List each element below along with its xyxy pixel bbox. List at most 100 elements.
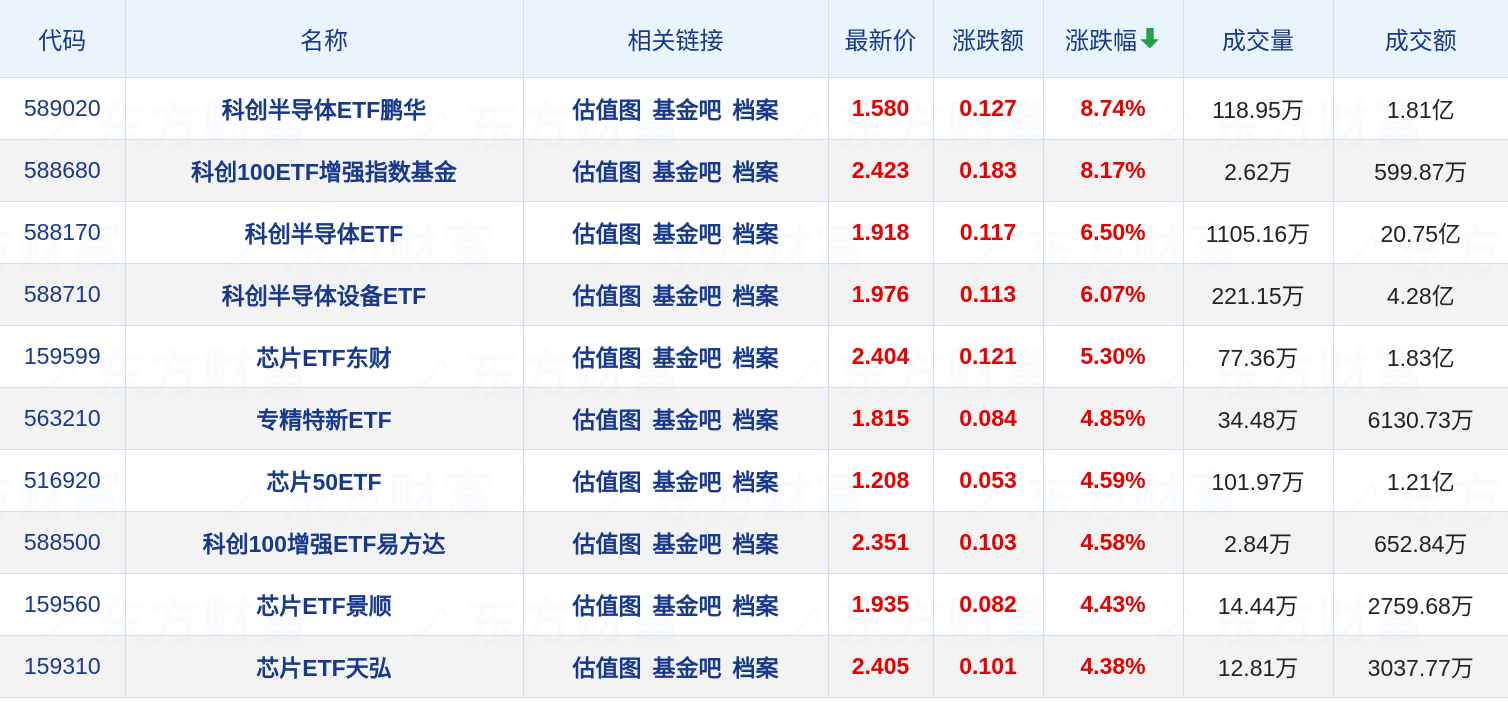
cell-code[interactable]: 159599 (0, 325, 126, 388)
cell-name[interactable]: 芯片ETF天弘 (125, 635, 524, 698)
link-基金吧[interactable]: 基金吧 (652, 531, 722, 557)
column-header-name[interactable]: 名称 (125, 0, 524, 78)
cell-pct: 4.38% (1043, 635, 1184, 698)
cell-amt: 20.75亿 (1333, 201, 1508, 264)
link-估值图[interactable]: 估值图 (572, 593, 642, 619)
column-header-label: 涨跌幅 (1065, 27, 1137, 55)
cell-vol: 14.44万 (1183, 573, 1334, 636)
column-header-chg[interactable]: 涨跌额 (933, 0, 1044, 78)
link-估值图[interactable]: 估值图 (572, 469, 642, 495)
cell-name[interactable]: 芯片ETF景顺 (125, 573, 524, 636)
table-row[interactable]: 159599 芯片ETF东财 估值图 基金吧 档案 2.404 0.121 5.30% 77.3… (0, 325, 1508, 388)
table-row[interactable]: 159560 芯片ETF景顺 估值图 基金吧 档案 1.935 0.082 4.43% 14.4… (0, 573, 1508, 636)
cell-amt: 1.21亿 (1333, 449, 1508, 512)
link-基金吧[interactable]: 基金吧 (652, 283, 722, 309)
link-估值图[interactable]: 估值图 (572, 531, 642, 557)
cell-vol: 2.62万 (1183, 139, 1334, 202)
table-row[interactable]: 588680 科创100ETF增强指数基金 估值图 基金吧 档案 2.423 0.183 8.… (0, 139, 1508, 202)
link-档案[interactable]: 档案 (732, 593, 779, 619)
cell-name[interactable]: 科创半导体ETF (125, 201, 524, 264)
link-基金吧[interactable]: 基金吧 (652, 159, 722, 185)
link-基金吧[interactable]: 基金吧 (652, 593, 722, 619)
column-header-price[interactable]: 最新价 (828, 0, 934, 78)
link-估值图[interactable]: 估值图 (572, 407, 642, 433)
table-row[interactable]: 159310 芯片ETF天弘 估值图 基金吧 档案 2.405 0.101 4.38% 12.8… (0, 635, 1508, 698)
cell-amt: 2759.68万 (1333, 573, 1508, 636)
link-基金吧[interactable]: 基金吧 (652, 345, 722, 371)
cell-pct: 4.58% (1043, 511, 1184, 574)
column-header-inner: 成交额 (1385, 21, 1457, 56)
cell-pct: 4.43% (1043, 573, 1184, 636)
cell-name[interactable]: 芯片ETF东财 (125, 325, 524, 388)
column-header-amt[interactable]: 成交额 (1333, 0, 1508, 78)
cell-chg: 0.117 (933, 201, 1044, 264)
cell-code[interactable]: 563210 (0, 387, 126, 450)
cell-name[interactable]: 芯片50ETF (125, 449, 524, 512)
cell-code[interactable]: 159560 (0, 573, 126, 636)
table-row[interactable]: 588710 科创半导体设备ETF 估值图 基金吧 档案 1.976 0.113 6.07% 2… (0, 263, 1508, 326)
link-基金吧[interactable]: 基金吧 (652, 655, 722, 681)
table-row[interactable]: 563210 专精特新ETF 估值图 基金吧 档案 1.815 0.084 4.85% 34.4… (0, 387, 1508, 450)
link-基金吧[interactable]: 基金吧 (652, 97, 722, 123)
link-档案[interactable]: 档案 (732, 221, 779, 247)
link-档案[interactable]: 档案 (732, 345, 779, 371)
column-header-label: 最新价 (844, 27, 917, 55)
column-header-label: 名称 (300, 27, 348, 55)
cell-chg: 0.183 (933, 139, 1044, 202)
link-档案[interactable]: 档案 (732, 655, 779, 681)
cell-chg: 0.121 (933, 325, 1044, 388)
cell-code[interactable]: 588500 (0, 511, 126, 574)
column-header-label: 涨跌额 (952, 27, 1024, 55)
cell-code[interactable]: 588170 (0, 201, 126, 264)
cell-code[interactable]: 159310 (0, 635, 126, 698)
column-header-pct[interactable]: 涨跌幅 (1043, 0, 1184, 78)
cell-price: 1.918 (828, 201, 934, 264)
cell-pct: 4.85% (1043, 387, 1184, 450)
cell-code[interactable]: 588710 (0, 263, 126, 326)
link-估值图[interactable]: 估值图 (572, 345, 642, 371)
link-档案[interactable]: 档案 (732, 407, 779, 433)
link-估值图[interactable]: 估值图 (572, 221, 642, 247)
cell-chg: 0.084 (933, 387, 1044, 450)
cell-related-links: 估值图 基金吧 档案 (523, 139, 829, 202)
cell-code[interactable]: 516920 (0, 449, 126, 512)
cell-pct: 6.07% (1043, 263, 1184, 326)
cell-price: 1.935 (828, 573, 934, 636)
cell-name[interactable]: 科创100ETF增强指数基金 (125, 139, 524, 202)
column-header-label: 代码 (38, 27, 87, 55)
table-row[interactable]: 588500 科创100增强ETF易方达 估值图 基金吧 档案 2.351 0.103 4.5… (0, 511, 1508, 574)
link-档案[interactable]: 档案 (732, 283, 779, 309)
link-估值图[interactable]: 估值图 (572, 655, 642, 681)
column-header-code[interactable]: 代码 (0, 0, 126, 78)
cell-amt: 599.87万 (1333, 139, 1508, 202)
link-档案[interactable]: 档案 (732, 159, 779, 185)
link-估值图[interactable]: 估值图 (572, 97, 642, 123)
table-row[interactable]: 588170 科创半导体ETF 估值图 基金吧 档案 1.918 0.117 6.50% 110… (0, 201, 1508, 264)
cell-vol: 12.81万 (1183, 635, 1334, 698)
link-档案[interactable]: 档案 (732, 531, 779, 557)
cell-name[interactable]: 科创100增强ETF易方达 (125, 511, 524, 574)
column-header-vol[interactable]: 成交量 (1183, 0, 1334, 78)
column-header-inner: 最新价 (845, 21, 917, 56)
cell-price: 1.976 (828, 263, 934, 326)
cell-name[interactable]: 专精特新ETF (125, 387, 524, 450)
link-估值图[interactable]: 估值图 (572, 159, 642, 185)
table-row[interactable]: 516920 芯片50ETF 估值图 基金吧 档案 1.208 0.053 4.59% 101.… (0, 449, 1508, 512)
link-档案[interactable]: 档案 (732, 97, 779, 123)
cell-chg: 0.053 (933, 449, 1044, 512)
link-估值图[interactable]: 估值图 (572, 283, 642, 309)
sort-desc-arrow-icon[interactable] (1139, 26, 1161, 50)
link-基金吧[interactable]: 基金吧 (652, 221, 722, 247)
cell-related-links: 估值图 基金吧 档案 (523, 77, 829, 140)
column-header-links[interactable]: 相关链接 (523, 0, 829, 78)
table-row[interactable]: 589020 科创半导体ETF鹏华 估值图 基金吧 档案 1.580 0.127 8.74% 1… (0, 77, 1508, 140)
cell-code[interactable]: 589020 (0, 77, 126, 140)
link-档案[interactable]: 档案 (732, 469, 779, 495)
link-基金吧[interactable]: 基金吧 (652, 469, 722, 495)
link-基金吧[interactable]: 基金吧 (652, 407, 722, 433)
cell-name[interactable]: 科创半导体设备ETF (125, 263, 524, 326)
cell-name[interactable]: 科创半导体ETF鹏华 (125, 77, 524, 140)
cell-amt: 1.83亿 (1333, 325, 1508, 388)
cell-related-links: 估值图 基金吧 档案 (523, 511, 829, 574)
cell-code[interactable]: 588680 (0, 139, 126, 202)
